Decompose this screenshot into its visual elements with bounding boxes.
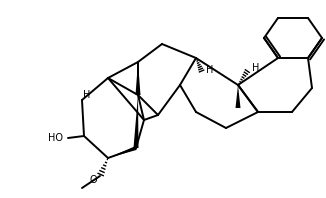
Text: H: H — [252, 63, 259, 73]
Text: O: O — [89, 175, 97, 185]
Polygon shape — [136, 62, 141, 95]
Text: H: H — [206, 65, 214, 75]
Text: H: H — [82, 90, 90, 100]
Polygon shape — [134, 95, 139, 148]
Polygon shape — [108, 146, 137, 158]
Polygon shape — [235, 85, 241, 108]
Text: HO: HO — [48, 133, 63, 143]
